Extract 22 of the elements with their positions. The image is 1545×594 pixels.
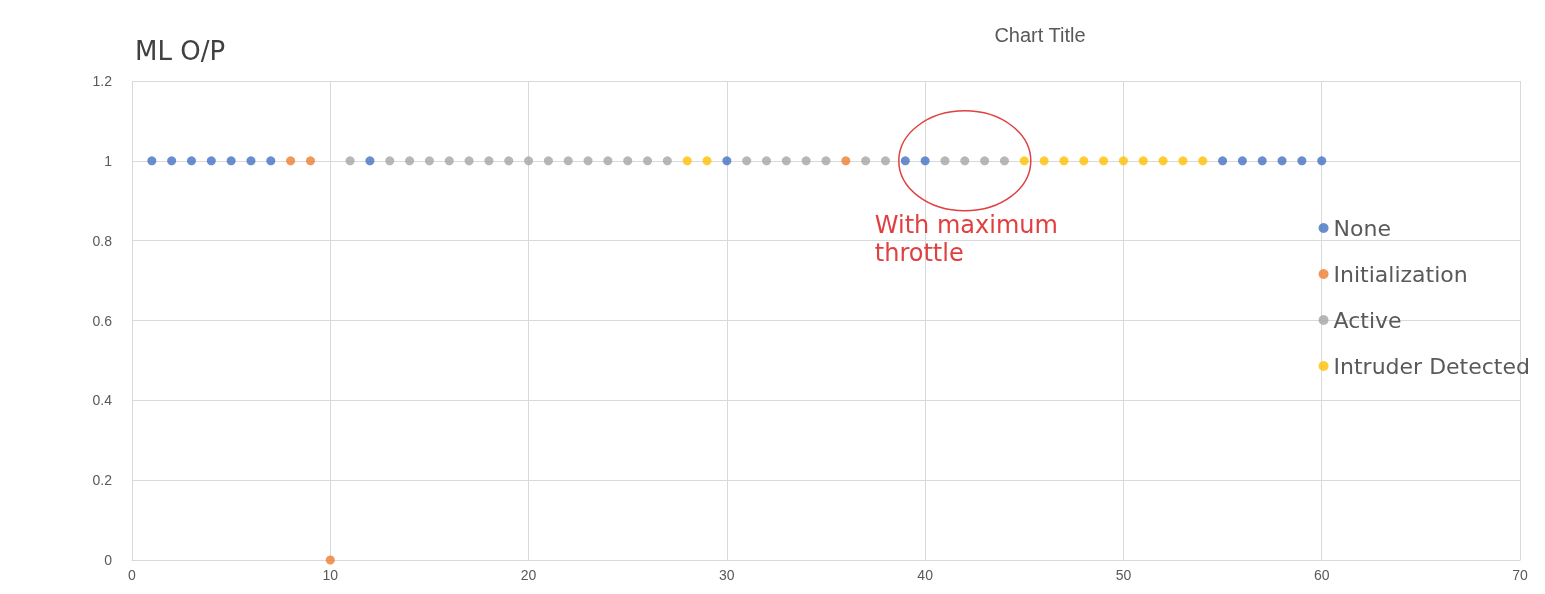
y-tick-label: 0.4 (92, 392, 113, 409)
x-tick-label: 40 (917, 567, 934, 583)
x-tick-label: 60 (1313, 567, 1330, 583)
x-tick-label: 10 (322, 567, 339, 583)
legend-label: None (1333, 215, 1391, 241)
y-tick-label: 0 (104, 552, 113, 568)
legend-label: Active (1333, 307, 1402, 333)
x-tick-label: 70 (1512, 567, 1528, 583)
y-tick-label: 1.2 (92, 73, 113, 89)
chart-title: Chart Title (994, 24, 1086, 46)
y-tick-label: 0.8 (92, 232, 113, 249)
x-tick-label: 20 (520, 567, 537, 583)
y-axis-title: ML O/P (135, 36, 226, 66)
x-tick-label: 30 (719, 567, 735, 583)
x-tick-label: 0 (128, 567, 137, 583)
y-tick-label: 1 (104, 152, 113, 169)
y-tick-label: 0.2 (92, 472, 113, 489)
legend-label: Initialization (1333, 261, 1468, 287)
annotation: With maximum throttle (874, 210, 1059, 267)
y-tick-label: 0.6 (92, 312, 113, 329)
x-tick-label: 50 (1115, 567, 1132, 583)
legend-label: Intruder Detected (1333, 353, 1531, 379)
